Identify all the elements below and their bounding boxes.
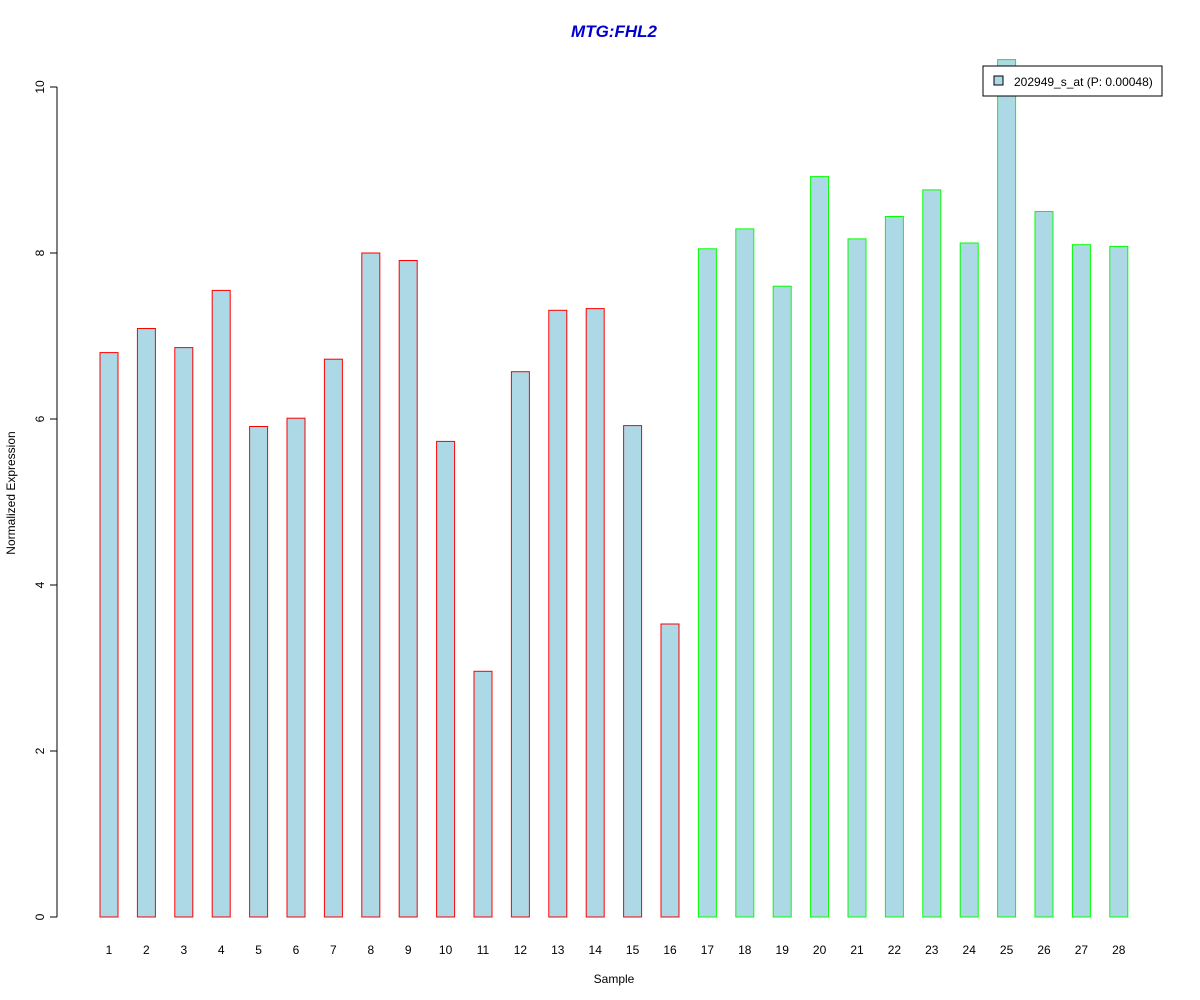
bar-sample-12 xyxy=(510,371,530,918)
bar-sample-8 xyxy=(361,252,381,918)
x-tick-label: 20 xyxy=(813,943,827,957)
x-tick-label: 17 xyxy=(701,943,715,957)
x-tick-label: 14 xyxy=(589,943,603,957)
bars-group xyxy=(99,59,1129,918)
x-tick-label: 24 xyxy=(963,943,977,957)
bar-sample-24 xyxy=(959,242,979,918)
bar-sample-18 xyxy=(735,228,755,918)
y-tick-label: 4 xyxy=(33,581,47,588)
legend: 202949_s_at (P: 0.00048) xyxy=(982,65,1163,97)
chart-title: MTG:FHL2 xyxy=(571,22,657,41)
bar-sample-7 xyxy=(323,358,343,918)
bar-sample-15 xyxy=(623,425,643,918)
legend-swatch xyxy=(993,75,1004,86)
bar-sample-25 xyxy=(997,59,1017,918)
bar-sample-5 xyxy=(249,426,269,918)
y-tick-label: 10 xyxy=(33,80,47,94)
x-tick-label: 2 xyxy=(143,943,150,957)
x-tick-label: 16 xyxy=(663,943,677,957)
x-tick-label: 19 xyxy=(776,943,790,957)
x-tick-label: 28 xyxy=(1112,943,1126,957)
y-tick-label: 0 xyxy=(33,913,47,920)
x-tick-labels: 1 2 3 4 5 6 7 8 9 10 11 12 13 14 15 16 17 18 19 20 21 22 23 24 2… xyxy=(106,943,1126,957)
bar-sample-3 xyxy=(174,347,194,918)
x-tick-label: 12 xyxy=(514,943,528,957)
bar-sample-11 xyxy=(473,670,493,918)
bar-sample-16 xyxy=(660,623,680,918)
x-tick-label: 25 xyxy=(1000,943,1014,957)
x-tick-label: 23 xyxy=(925,943,939,957)
y-tick-label: 8 xyxy=(33,249,47,256)
bar-sample-28 xyxy=(1109,245,1129,918)
y-tick-label: 6 xyxy=(33,415,47,422)
x-tick-label: 8 xyxy=(367,943,374,957)
x-tick-label: 7 xyxy=(330,943,337,957)
y-axis-label: Normalized Expression xyxy=(4,431,18,554)
x-tick-label: 18 xyxy=(738,943,752,957)
legend-entry-label: 202949_s_at (P: 0.00048) xyxy=(1014,75,1153,89)
bar-sample-13 xyxy=(548,309,568,918)
x-tick-label: 9 xyxy=(405,943,412,957)
x-tick-label: 15 xyxy=(626,943,640,957)
bar-sample-9 xyxy=(398,260,418,918)
bar-sample-17 xyxy=(697,248,717,918)
bar-sample-19 xyxy=(772,285,792,918)
x-tick-label: 27 xyxy=(1075,943,1089,957)
x-tick-label: 21 xyxy=(850,943,864,957)
bar-sample-23 xyxy=(922,189,942,918)
bar-sample-4 xyxy=(211,289,231,918)
x-axis-label: Sample xyxy=(594,972,635,986)
bar-sample-26 xyxy=(1034,211,1054,918)
x-tick-label: 4 xyxy=(218,943,225,957)
x-tick-label: 5 xyxy=(255,943,262,957)
bar-sample-6 xyxy=(286,417,306,918)
y-tick-label: 2 xyxy=(33,747,47,754)
bar-sample-2 xyxy=(136,328,156,918)
x-tick-label: 1 xyxy=(106,943,113,957)
bar-sample-14 xyxy=(585,308,605,918)
x-tick-label: 22 xyxy=(888,943,902,957)
bar-sample-20 xyxy=(810,176,830,918)
x-tick-label: 26 xyxy=(1037,943,1051,957)
x-tick-label: 11 xyxy=(477,943,490,957)
bar-sample-27 xyxy=(1071,244,1091,918)
bar-sample-1 xyxy=(99,352,119,918)
bar-sample-10 xyxy=(436,440,456,918)
bar-sample-22 xyxy=(884,216,904,918)
bar-sample-21 xyxy=(847,238,867,918)
x-tick-label: 10 xyxy=(439,943,453,957)
x-tick-label: 13 xyxy=(551,943,565,957)
legend-box xyxy=(982,65,1163,97)
y-axis: 0 2 4 6 8 10 xyxy=(33,80,58,920)
x-tick-label: 3 xyxy=(180,943,187,957)
x-tick-label: 6 xyxy=(293,943,300,957)
